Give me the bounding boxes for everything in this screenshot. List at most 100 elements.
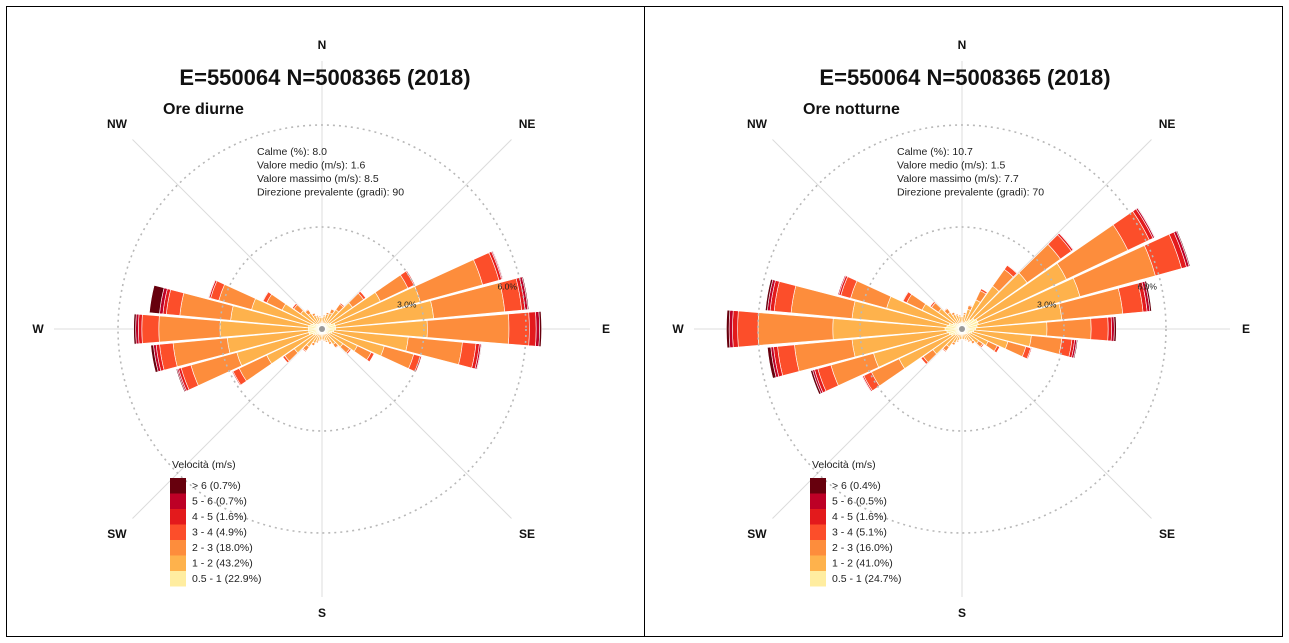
sector-50-bin-4	[359, 290, 367, 299]
sector-330-bin-3	[950, 311, 955, 315]
sector-150-bin-3	[329, 342, 333, 346]
sector-80-bin-6	[521, 276, 530, 310]
sector-140	[321, 328, 340, 349]
sector-120-bin-4	[369, 353, 375, 363]
legend-label-6: 0.5 - 1 (22.9%)	[192, 573, 261, 585]
sector-350	[958, 314, 963, 330]
sector-90-bin-4	[528, 311, 537, 347]
sector-150-bin-2	[967, 339, 971, 343]
legend-swatch-2	[810, 509, 826, 525]
chart-title: E=550064 N=5008365 (2018)	[179, 65, 470, 90]
sector-310	[929, 301, 963, 330]
grid-ray-sw	[772, 328, 963, 519]
legend-swatch-4	[170, 540, 186, 556]
sector-140-bin-3	[334, 345, 340, 349]
sector-260	[767, 328, 963, 379]
stat-massimo: Valore massimo (m/s): 8.5	[257, 173, 379, 185]
sector-340-bin-2	[955, 313, 959, 317]
sector-290-bin-5	[207, 279, 216, 299]
grid-ray-se	[321, 328, 512, 519]
sector-350-bin-2	[318, 315, 322, 318]
stat-massimo: Valore massimo (m/s): 7.7	[897, 173, 1019, 185]
sector-300	[262, 291, 323, 330]
compass-label-se: SE	[519, 527, 535, 541]
compass-label-s: S	[958, 606, 966, 620]
sector-350-bin-2	[958, 314, 962, 317]
compass-label-n: N	[958, 38, 967, 52]
sector-290	[837, 274, 963, 330]
sector-160-bin-2	[964, 338, 968, 342]
stat-direzione: Direzione prevalente (gradi): 90	[257, 187, 404, 199]
legend-swatch-6	[810, 571, 826, 587]
sector-100	[961, 328, 1079, 359]
sector-90	[321, 311, 542, 347]
chart-title: E=550064 N=5008365 (2018)	[819, 65, 1110, 90]
sector-100	[321, 328, 483, 370]
sector-0-bin-2	[960, 315, 964, 318]
compass-label-nw: NW	[107, 117, 128, 131]
sector-80	[321, 276, 530, 330]
sector-130-bin-3	[979, 343, 985, 349]
sector-270	[133, 313, 323, 345]
ring-label-1: 6.0%	[1138, 282, 1158, 292]
sector-270-bin-6	[133, 313, 137, 345]
legend-label-4: 2 - 3 (16.0%)	[832, 542, 893, 554]
sector-220-bin-3	[941, 347, 947, 353]
sector-60-bin-6	[1137, 207, 1156, 238]
sector-280	[149, 284, 323, 330]
legend-label-2: 4 - 5 (1.6%)	[192, 511, 247, 523]
legend-swatch-6	[170, 571, 186, 587]
sector-270-bin-2	[158, 315, 221, 343]
grid-ray-nw	[772, 139, 963, 330]
sector-70-bin-6	[1175, 230, 1191, 267]
sector-330-bin-3	[311, 312, 315, 315]
sector-230-bin-4	[281, 356, 289, 364]
wind-rose-night: 3.0% 6.0% N NE E SE S SW W NW E=550064 N=5008365 (…	[672, 38, 1250, 620]
legend-label-5: 1 - 2 (41.0%)	[832, 558, 893, 570]
sector-270-bin-4	[138, 313, 143, 345]
sector-260-bin-6	[767, 346, 777, 379]
sector-170-bin-2	[322, 339, 326, 342]
legend-swatch-3	[810, 524, 826, 540]
sector-80-bin-6	[1144, 280, 1152, 312]
sector-90-bin-2	[426, 313, 510, 345]
sector-230	[920, 328, 963, 365]
center-dot	[319, 326, 325, 332]
legend-label-0: > 6 (0.7%)	[192, 480, 241, 492]
grid-ray-sw	[132, 328, 323, 519]
sector-120-bin-4	[996, 346, 1001, 354]
compass-label-ne: NE	[1159, 117, 1176, 131]
legend-label-3: 3 - 4 (4.9%)	[192, 527, 247, 539]
sector-90	[961, 316, 1117, 342]
sector-50	[961, 232, 1075, 330]
compass-label-se: SE	[1159, 527, 1175, 541]
sector-140-bin-3	[972, 341, 976, 345]
legend-label-5: 1 - 2 (43.2%)	[192, 558, 253, 570]
sector-260-bin-6	[150, 344, 159, 373]
ring-0	[859, 226, 1065, 432]
sector-240	[231, 328, 323, 387]
compass-label-sw: SW	[107, 527, 127, 541]
sector-90-bin-2	[1046, 318, 1092, 340]
center-dot	[959, 326, 965, 332]
sector-230-bin-4	[920, 357, 927, 365]
legend-swatch-1	[170, 493, 186, 509]
sector-30-bin-3	[979, 288, 988, 295]
sector-310-bin-3	[929, 301, 936, 308]
sector-60	[321, 270, 416, 330]
sector-250-bin-6	[175, 368, 186, 393]
sector-270-bin-4	[732, 310, 739, 348]
sector-180-bin-2	[960, 338, 964, 341]
sector-110	[961, 328, 1033, 360]
sector-110	[321, 328, 423, 373]
sector-320-bin-3	[304, 308, 309, 313]
sector-100-bin-6	[1073, 339, 1079, 359]
legend-label-0: > 6 (0.4%)	[832, 480, 881, 492]
legend-swatch-2	[170, 509, 186, 525]
legend-label-6: 0.5 - 1 (24.7%)	[832, 573, 901, 585]
sector-280-bin-6	[765, 278, 774, 311]
sector-0-bin-2	[320, 316, 324, 318]
legend-label-1: 5 - 6 (0.5%)	[832, 496, 887, 508]
legend-label-1: 5 - 6 (0.7%)	[192, 496, 247, 508]
legend-swatch-5	[170, 555, 186, 571]
